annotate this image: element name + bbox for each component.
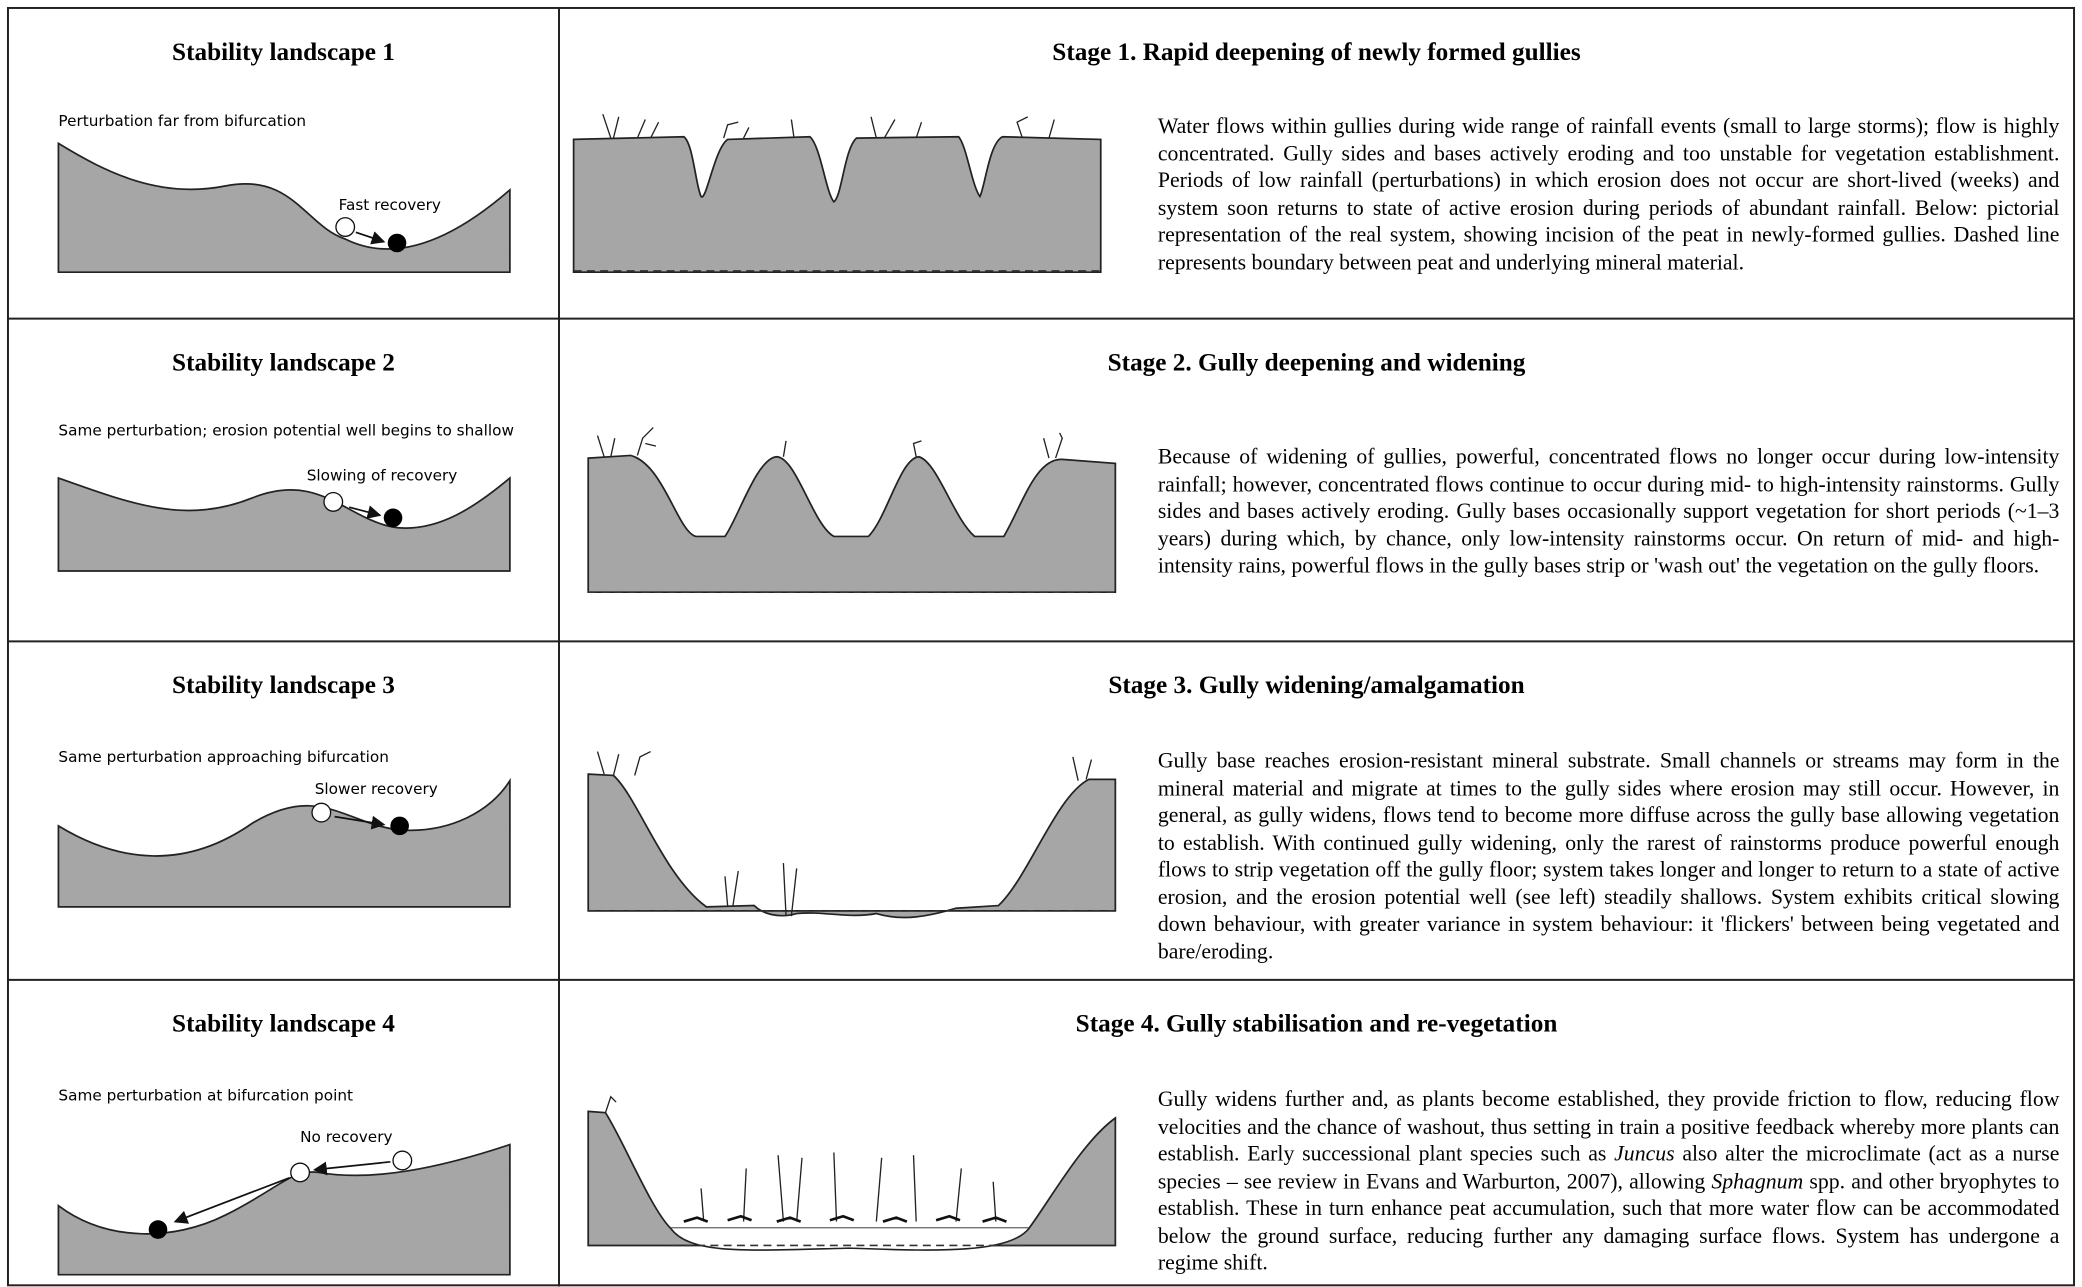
landscape-3 xyxy=(58,781,509,907)
landscape-annotation: Slowing of recovery xyxy=(307,466,458,485)
stage-description: Because of widening of gullies, powerful… xyxy=(1158,443,2060,579)
landscape-caption: Same perturbation at bifurcation point xyxy=(58,1086,353,1105)
stage-description: Gully widens further and, as plants beco… xyxy=(1158,1086,2060,1277)
landscape-caption: Same perturbation approaching bifurcatio… xyxy=(58,748,388,767)
species-name: Juncus xyxy=(1614,1141,1674,1166)
landscape-caption: Perturbation far from bifurcation xyxy=(58,112,306,131)
landscape-caption: Same perturbation; erosion potential wel… xyxy=(58,421,514,440)
landscape-title: Stability landscape 4 xyxy=(8,1010,559,1039)
landscape-1 xyxy=(58,143,509,272)
figure: Stability landscape 1 Perturbation far fr… xyxy=(0,0,2082,1287)
stage-description: Water flows within gullies during wide r… xyxy=(1158,113,2060,276)
stage-title: Stage 4. Gully stabilisation and re-vege… xyxy=(559,1010,2074,1039)
landscape-title: Stability landscape 3 xyxy=(8,672,559,701)
landscape-4 xyxy=(58,1145,509,1275)
landscape-2 xyxy=(58,478,509,571)
stage-description: Gully base reaches erosion-resistant min… xyxy=(1158,748,2060,966)
description-text: Gully base reaches erosion-resistant min… xyxy=(1158,748,2060,964)
description-text: Water flows within gullies during wide r… xyxy=(1158,113,2060,274)
landscape-annotation: No recovery xyxy=(300,1127,392,1146)
stage-title: Stage 3. Gully widening/amalgamation xyxy=(559,672,2074,701)
page: Stability landscape 1 Perturbation far fr… xyxy=(0,0,2082,1287)
gully-4 xyxy=(588,1097,1115,1250)
landscape-title: Stability landscape 1 xyxy=(8,39,559,68)
stage-title: Stage 1. Rapid deepening of newly formed… xyxy=(559,39,2074,68)
gully-2 xyxy=(588,428,1115,593)
stage-title: Stage 2. Gully deepening and widening xyxy=(559,349,2074,378)
landscape-title: Stability landscape 2 xyxy=(8,349,559,378)
landscape-annotation: Slower recovery xyxy=(315,779,438,798)
landscape-annotation: Fast recovery xyxy=(339,195,441,214)
gully-1 xyxy=(574,114,1101,272)
gully-3 xyxy=(588,752,1115,918)
species-name: Sphagnum xyxy=(1711,1168,1803,1193)
description-text: Because of widening of gullies, powerful… xyxy=(1158,443,2060,577)
